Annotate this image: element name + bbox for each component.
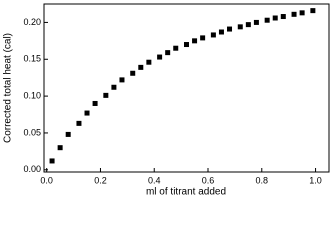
point: [157, 54, 163, 60]
point: [84, 110, 90, 116]
point: [264, 17, 270, 23]
point: [111, 84, 117, 90]
point: [130, 70, 136, 76]
point: [299, 10, 305, 16]
point: [218, 29, 224, 35]
x-tick-label: 0.6: [202, 175, 215, 185]
point: [119, 77, 125, 83]
point: [237, 24, 243, 30]
x-tick-label: 1.0: [309, 175, 322, 185]
point: [272, 15, 278, 21]
y-tick-label: 0.20: [23, 17, 41, 27]
y-axis-label: Corrected total heat (cal): [3, 33, 14, 143]
x-axis-label: ml of titrant added: [146, 187, 226, 198]
point: [291, 11, 297, 17]
point: [310, 8, 316, 14]
point: [65, 131, 71, 137]
chart: ml of titrant added Corrected total heat…: [3, 3, 330, 198]
point: [173, 45, 179, 51]
point: [138, 64, 144, 70]
point: [146, 59, 152, 65]
point: [57, 145, 63, 151]
point: [245, 22, 251, 28]
point: [76, 120, 82, 126]
point: [92, 100, 98, 106]
point: [253, 19, 259, 25]
point: [184, 42, 189, 48]
point: [49, 158, 55, 164]
plot-frame: [43, 3, 330, 173]
y-tick-label: 0.15: [23, 54, 41, 64]
point: [210, 32, 216, 38]
point: [227, 26, 233, 32]
point: [103, 92, 109, 98]
x-tick-label: 0.4: [148, 175, 161, 185]
y-tick-label: 0.10: [23, 90, 41, 100]
point: [165, 50, 171, 56]
x-tick-label: 0.0: [40, 175, 53, 185]
point: [200, 35, 206, 41]
x-tick-label: 0.8: [256, 175, 269, 185]
y-tick-label: 0.00: [23, 164, 41, 174]
point: [192, 38, 198, 44]
point: [280, 14, 286, 20]
y-tick-label: 0.05: [23, 127, 41, 137]
x-tick-label: 0.2: [94, 175, 107, 185]
